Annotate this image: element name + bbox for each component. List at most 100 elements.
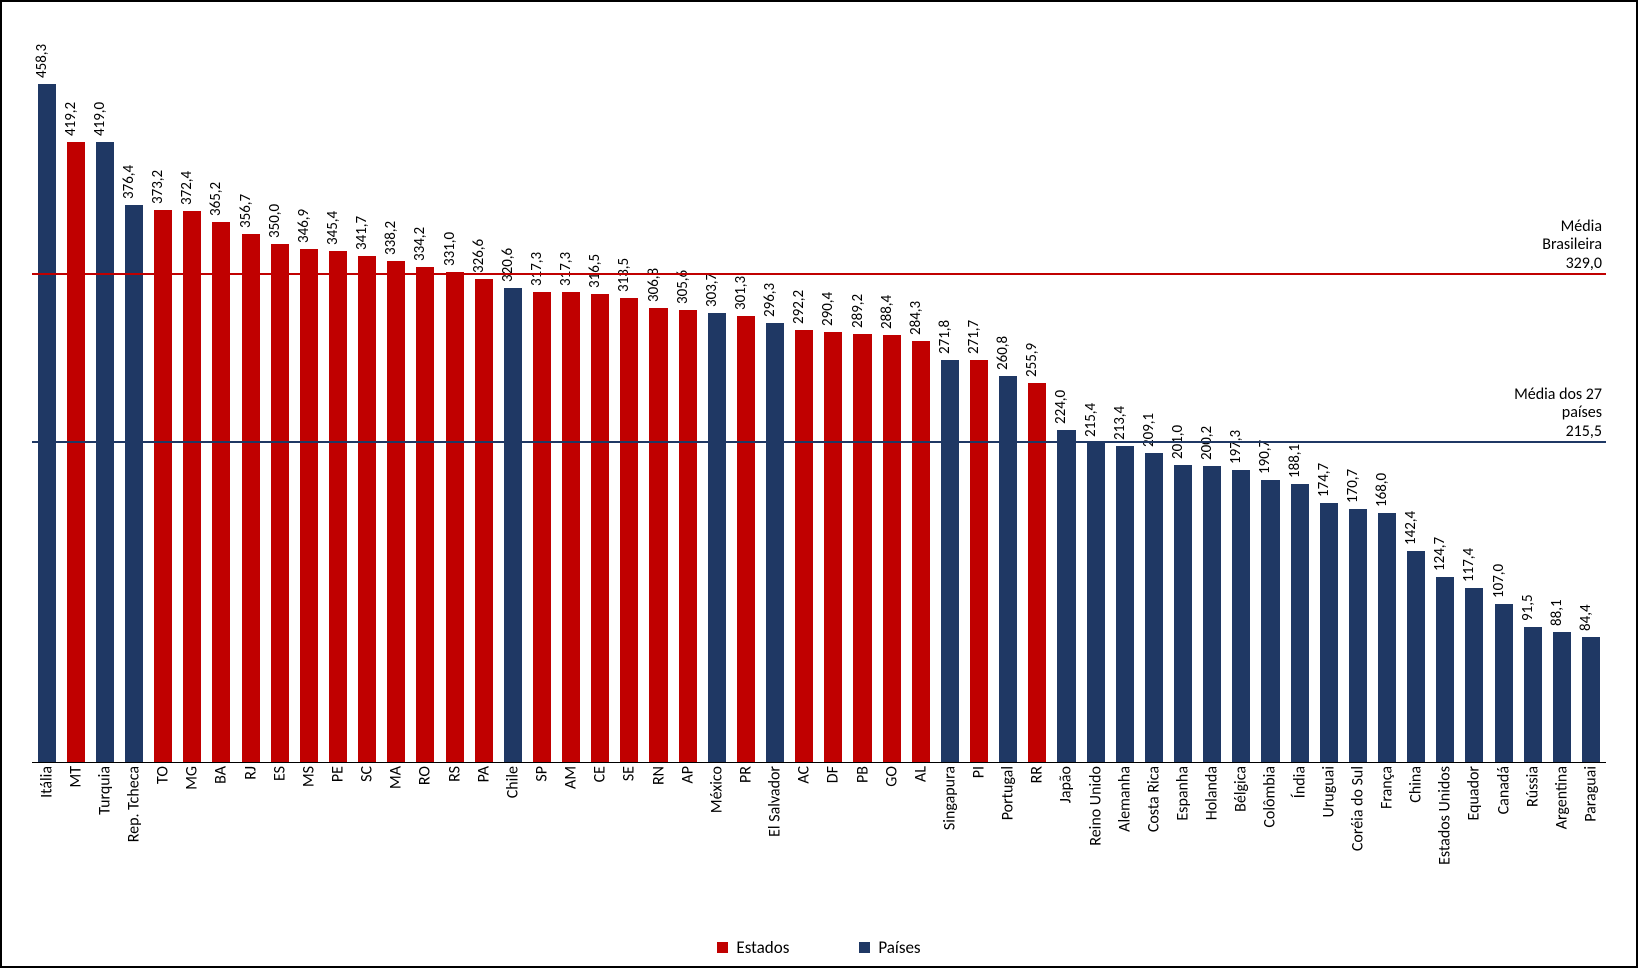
- bar-slot: 168,0: [1372, 22, 1401, 762]
- bar-estado: [154, 210, 172, 762]
- bar-slot: 317,3: [557, 22, 586, 762]
- bar-slot: 419,0: [90, 22, 119, 762]
- bar-estado: [912, 341, 930, 762]
- bar-value-label: 142,4: [1402, 511, 1420, 545]
- bar-value-label: 346,9: [295, 208, 313, 242]
- bar-value-label: 376,4: [120, 165, 138, 199]
- reference-label-line: Média dos 27: [1514, 386, 1602, 404]
- x-axis-label: GO: [882, 766, 901, 787]
- reference-label-line: 215,5: [1514, 423, 1602, 441]
- bar-estado: [649, 308, 667, 762]
- bar-value-label: 365,2: [207, 181, 225, 215]
- x-axis-label: Alemanha: [1115, 766, 1134, 832]
- bar-slot: 356,7: [236, 22, 265, 762]
- bar-value-label: 197,3: [1227, 430, 1245, 464]
- bar-value-label: 271,8: [936, 320, 954, 354]
- bar-pais: [96, 142, 114, 762]
- x-axis-label: Equador: [1465, 766, 1484, 820]
- bar-slot: 317,3: [527, 22, 556, 762]
- bar-estado: [620, 298, 638, 762]
- bar-estado: [475, 279, 493, 762]
- bar-value-label: 419,0: [91, 102, 109, 136]
- bar-estado: [242, 234, 260, 762]
- legend-item-paises: Países: [859, 937, 920, 958]
- bar-estado: [970, 360, 988, 762]
- bar-value-label: 168,0: [1373, 473, 1391, 507]
- bar-value-label: 296,3: [761, 283, 779, 317]
- bar-value-label: 260,8: [994, 336, 1012, 370]
- x-axis-label: Chile: [503, 766, 522, 798]
- bar-estado: [183, 211, 201, 762]
- bar-pais: [1407, 551, 1425, 762]
- bar-estado: [329, 251, 347, 762]
- bar-pais: [1087, 443, 1105, 762]
- chart-frame: 458,3419,2419,0376,4373,2372,4365,2356,7…: [0, 0, 1638, 968]
- bar-estado: [300, 249, 318, 762]
- bar-slot: 289,2: [848, 22, 877, 762]
- x-axis-label: Espanha: [1174, 766, 1193, 821]
- x-axis-label: RJ: [241, 766, 260, 780]
- bar-slot: 306,8: [644, 22, 673, 762]
- bar-slot: 213,4: [1110, 22, 1139, 762]
- bar-pais: [1145, 453, 1163, 762]
- bar-pais: [1320, 503, 1338, 762]
- bar-value-label: 213,4: [1111, 406, 1129, 440]
- x-axis-label: AP: [678, 766, 697, 784]
- bar-estado: [824, 332, 842, 762]
- bar-slot: 292,2: [790, 22, 819, 762]
- bar-pais: [708, 313, 726, 762]
- bar-value-label: 356,7: [237, 194, 255, 228]
- bar-value-label: 284,3: [907, 301, 925, 335]
- plot-area: 458,3419,2419,0376,4373,2372,4365,2356,7…: [32, 22, 1606, 762]
- bar-value-label: 303,7: [703, 272, 721, 306]
- x-axis-label: México: [707, 766, 726, 813]
- bar-pais: [1174, 465, 1192, 762]
- bar-value-label: 350,0: [266, 204, 284, 238]
- bar-value-label: 290,4: [819, 292, 837, 326]
- bar-slot: 200,2: [1198, 22, 1227, 762]
- bar-slot: 341,7: [353, 22, 382, 762]
- bar-value-label: 107,0: [1490, 563, 1508, 597]
- bar-estado: [416, 267, 434, 762]
- legend-item-estados: Estados: [717, 937, 789, 958]
- bar-value-label: 338,2: [382, 221, 400, 255]
- bar-estado: [591, 294, 609, 762]
- bar-value-label: 255,9: [1023, 343, 1041, 377]
- x-axis-label: Argentina: [1552, 766, 1571, 829]
- x-axis-label: El Salvador: [766, 766, 785, 837]
- x-axis-label: Reino Unido: [1086, 766, 1105, 846]
- bar-value-label: 458,3: [33, 44, 51, 78]
- bar-value-label: 341,7: [353, 216, 371, 250]
- bars-row: 458,3419,2419,0376,4373,2372,4365,2356,7…: [32, 22, 1606, 762]
- bar-pais: [766, 323, 784, 762]
- x-axis-label: CE: [591, 766, 610, 782]
- x-axis-label: AL: [911, 766, 930, 782]
- bar-slot: 170,7: [1343, 22, 1372, 762]
- x-axis-label: França: [1378, 766, 1397, 809]
- bar-value-label: 372,4: [178, 171, 196, 205]
- bar-value-label: 117,4: [1460, 548, 1478, 582]
- bar-slot: 288,4: [877, 22, 906, 762]
- x-axis-label: Rússia: [1523, 766, 1542, 807]
- x-axis-label: Colômbia: [1261, 766, 1280, 828]
- bar-value-label: 331,0: [441, 232, 459, 266]
- bar-slot: 365,2: [207, 22, 236, 762]
- bar-slot: 260,8: [994, 22, 1023, 762]
- bar-slot: 271,8: [935, 22, 964, 762]
- bar-slot: 296,3: [761, 22, 790, 762]
- reference-label-line: Brasileira: [1542, 236, 1602, 254]
- x-axis-label: Japão: [1057, 766, 1076, 803]
- x-axis-label: Singapura: [940, 766, 959, 830]
- bar-slot: 271,7: [965, 22, 994, 762]
- bar-pais: [1116, 446, 1134, 762]
- x-axis-label: MG: [183, 766, 202, 790]
- x-axis-label: PI: [970, 766, 989, 778]
- bar-pais: [1553, 632, 1571, 762]
- bar-value-label: 124,7: [1431, 537, 1449, 571]
- x-axis-label: Coréia do Sul: [1348, 766, 1367, 851]
- reference-line-paises_avg: [32, 441, 1606, 443]
- bar-value-label: 419,2: [62, 101, 80, 135]
- bar-value-label: 190,7: [1256, 440, 1274, 474]
- bar-estado: [271, 244, 289, 762]
- x-axis-label: AC: [795, 766, 814, 784]
